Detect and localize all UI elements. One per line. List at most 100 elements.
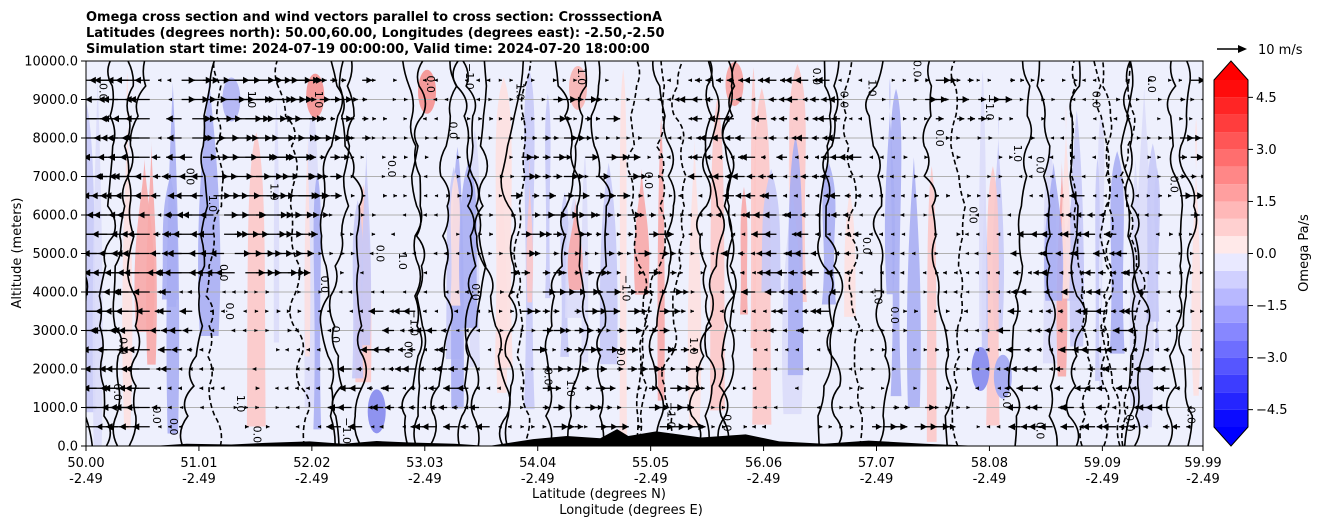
wind-vector-head (959, 116, 965, 122)
wind-vector-head (935, 347, 939, 352)
wind-vector-head (975, 347, 980, 352)
x-tick-label-lat: 50.00 (67, 456, 104, 471)
wind-vector-head (312, 115, 318, 122)
wind-vector-head (1145, 347, 1149, 352)
wind-vector-head (78, 423, 85, 430)
wind-vector-head (891, 348, 896, 352)
wind-vector-head (1163, 347, 1169, 353)
wind-vector-head (672, 347, 678, 353)
y-tick-label: 9000.0 (33, 93, 79, 108)
wind-vector-head (711, 134, 718, 142)
wind-vector-head (1055, 250, 1061, 257)
wind-vector-head (262, 230, 269, 238)
wind-vector-head (568, 192, 575, 199)
contour-label: 1.0 (687, 337, 700, 355)
wind-vector-head (121, 134, 129, 142)
wind-vector-head (545, 154, 551, 161)
contour-line (429, 61, 458, 446)
wind-vector-head (1013, 270, 1019, 276)
wind-vector-head (95, 307, 102, 315)
wind-vector-head (1125, 194, 1129, 198)
wind-vector-head (443, 384, 450, 392)
wind-vector-head (617, 405, 622, 410)
wind-vector-head (372, 213, 376, 217)
wind-vector-head (667, 97, 671, 102)
wind-vector-head (966, 290, 970, 294)
wind-vector-head (914, 309, 918, 314)
wind-vector-head (658, 174, 662, 179)
wind-vector-head (740, 153, 747, 161)
wind-vector-head (1084, 269, 1091, 277)
wind-vector-head (953, 290, 958, 294)
contour-label: 0.0 (1168, 175, 1181, 193)
wind-vector-head (383, 193, 387, 198)
wind-vector-head (900, 290, 905, 294)
wind-vector-head (993, 96, 1001, 103)
wind-vector-head (894, 405, 900, 410)
wind-vector-head (535, 250, 541, 257)
wind-vector-head (408, 404, 414, 411)
wind-vector-head (456, 384, 464, 392)
x-tick-label-lon: -2.49 (634, 472, 668, 487)
wind-vector-head (616, 290, 620, 294)
x-tick-label-lon: -2.49 (408, 472, 442, 487)
wind-vector-head (1109, 250, 1115, 257)
wind-vector-head (93, 211, 101, 219)
wind-vector-head (499, 328, 504, 333)
wind-vector-head (844, 270, 850, 276)
wind-vector-head (712, 173, 719, 180)
wind-vector-head (601, 423, 608, 431)
wind-vector-head (499, 251, 503, 256)
colorbar-band (1214, 166, 1248, 185)
contour-label: 1.0 (312, 91, 325, 109)
wind-vector-head (167, 78, 172, 83)
wind-vector-head (663, 250, 670, 257)
wind-vector-head (700, 251, 704, 256)
contour-label: 0.0 (150, 406, 163, 424)
wind-vector-head (371, 425, 375, 429)
wind-vector-head (1087, 212, 1093, 218)
wind-vector-head (381, 174, 385, 179)
wind-vector-head (1006, 346, 1013, 354)
wind-vector-head (314, 192, 322, 200)
wind-vector-head (892, 367, 896, 371)
wind-vector-head (175, 192, 182, 200)
wind-vector-head (935, 270, 939, 275)
wind-vector-head (1168, 78, 1172, 82)
wind-vector-head (1096, 423, 1103, 430)
omega-fill-band (361, 147, 372, 346)
wind-vector-head (1092, 155, 1096, 160)
wind-vector-head (421, 423, 429, 431)
wind-vector-head (743, 211, 750, 219)
wind-vector-head (805, 269, 813, 277)
wind-vector-head (360, 328, 364, 333)
wind-vector-head (1127, 327, 1134, 334)
wind-vector-head (460, 423, 466, 430)
wind-vector-head (1004, 385, 1010, 391)
x-tick-label-lon: -2.49 (521, 472, 555, 487)
wind-vector-head (104, 269, 112, 277)
wind-vector-head (784, 136, 788, 140)
wind-vector-head (622, 153, 630, 161)
contour-label: 0.0 (329, 326, 342, 344)
wind-vector-head (335, 192, 342, 200)
wind-vector-head (914, 78, 919, 83)
wind-vector-head (880, 290, 885, 294)
wind-vector-head (1024, 347, 1030, 353)
wind-vector-head (609, 385, 616, 392)
wind-vector-head (318, 290, 322, 294)
wind-vector-head (488, 251, 492, 256)
wind-vector-head (509, 328, 514, 333)
wind-vector-head (985, 347, 990, 352)
wind-vector-head (1131, 385, 1137, 391)
omega-core (418, 69, 437, 114)
wind-vector-head (1025, 405, 1031, 410)
wind-vector-head (995, 270, 1000, 275)
wind-vector-head (477, 290, 481, 294)
wind-vector-head (113, 173, 120, 180)
wind-vector-head (118, 327, 126, 334)
omega-fill-band (273, 99, 280, 343)
y-tick-label: 6000.0 (33, 209, 79, 224)
wind-vector-head (925, 78, 930, 83)
wind-vector-head (721, 425, 726, 429)
